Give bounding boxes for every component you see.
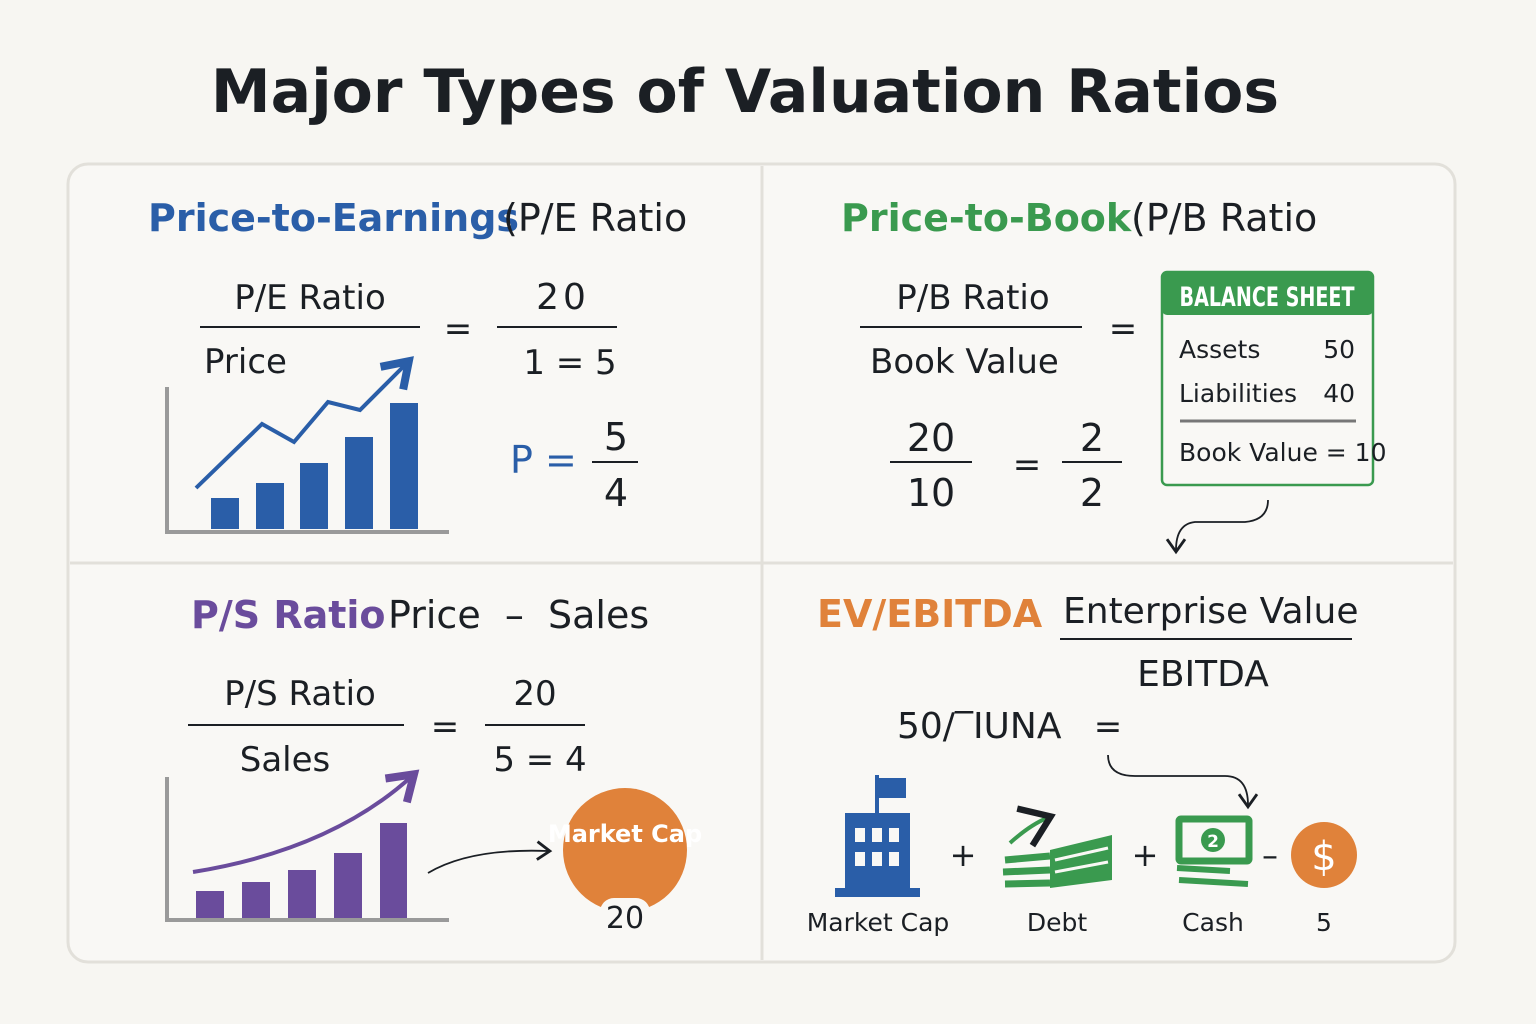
dollar-coin-icon: $ xyxy=(1291,822,1357,888)
equals-sign: = xyxy=(1094,707,1123,747)
liabilities-value: 40 xyxy=(1323,379,1355,408)
cash-label: Cash xyxy=(1182,908,1244,937)
pe-fraction-bottom: Price xyxy=(204,342,287,382)
market-cap-label: Market Cap xyxy=(548,820,702,848)
five-label: 5 xyxy=(1316,908,1332,937)
ps-subheading: Price – Sales xyxy=(388,593,649,637)
ev-fraction-bottom: EBITDA xyxy=(1137,654,1269,695)
pb-ex2-bottom: 2 xyxy=(1080,471,1104,515)
equals-sign: = xyxy=(1109,309,1138,349)
cash-badge: 2 xyxy=(1207,832,1219,852)
balance-sheet-card: BALANCE SHEET Assets 50 Liabilities 40 B… xyxy=(1160,270,1386,487)
pb-fraction-bottom: Book Value xyxy=(870,342,1059,382)
assets-value: 50 xyxy=(1323,335,1355,364)
market-cap-value: 20 xyxy=(606,901,644,936)
ps-fraction-bottom: Sales xyxy=(240,740,331,780)
pe-fraction-top: P/E Ratio xyxy=(234,278,386,318)
ps-section: P/S Ratio Price – Sales P/S Ratio Sales … xyxy=(165,593,702,936)
pb-fraction-top: P/B Ratio xyxy=(896,278,1049,318)
bar-chart-rising-curve-icon xyxy=(165,769,449,922)
ps-fraction-top: P/S Ratio xyxy=(224,674,376,714)
pb-ex2-top: 2 xyxy=(1080,416,1104,460)
balance-sheet-header: BALANCE SHEET xyxy=(1180,282,1355,313)
pe-rhs-top: 20 xyxy=(536,277,590,318)
pe-section: Price-to-Earnings (P/E Ratio P/E Ratio P… xyxy=(148,196,687,534)
pe-p-top: 5 xyxy=(604,415,628,459)
ev-heading: EV/EBITDA xyxy=(817,592,1043,636)
ev-fraction-top: Enterprise Value xyxy=(1063,591,1359,632)
ps-rhs-bottom: 5 = 4 xyxy=(493,740,586,780)
market-cap-circle xyxy=(563,788,687,912)
pb-heading: Price-to-Book xyxy=(841,196,1132,240)
debt-label: Debt xyxy=(1027,908,1088,937)
page-title: Major Types of Valuation Ratios xyxy=(211,57,1279,127)
plus-operator: + xyxy=(1132,836,1159,874)
pe-p-bottom: 4 xyxy=(604,471,628,515)
minus-operator: – xyxy=(1262,836,1278,874)
pb-section: Price-to-Book (P/B Ratio P/B Ratio Book … xyxy=(841,196,1386,555)
pe-p-label: P = xyxy=(510,438,577,482)
cash-icon: 2 xyxy=(1175,815,1253,887)
pb-ex-top: 20 xyxy=(907,416,955,460)
plus-operator: + xyxy=(950,836,977,874)
pe-subheading: (P/E Ratio xyxy=(503,196,687,240)
assets-label: Assets xyxy=(1179,335,1260,364)
book-value-total: Book Value = 10 xyxy=(1179,438,1386,467)
arrow-icon xyxy=(427,840,553,874)
pb-ex-bottom: 10 xyxy=(907,471,955,515)
ev-expression: 50/‾IUNA xyxy=(897,706,1062,747)
building-icon xyxy=(835,775,920,897)
pe-heading: Price-to-Earnings xyxy=(148,196,519,240)
arrow-icon xyxy=(1165,499,1269,555)
money-stack-icon xyxy=(1002,805,1112,888)
equals-sign: = xyxy=(431,707,460,747)
arrow-icon xyxy=(1107,754,1259,810)
market-cap-component-label: Market Cap xyxy=(807,908,950,937)
ps-heading: P/S Ratio xyxy=(191,593,386,637)
liabilities-label: Liabilities xyxy=(1179,379,1297,408)
pb-subheading: (P/B Ratio xyxy=(1131,196,1317,240)
bar-chart-rising-line-icon xyxy=(165,356,449,534)
equals-sign: = xyxy=(1013,445,1042,485)
pe-rhs-bottom: 1 = 5 xyxy=(523,343,616,383)
ps-rhs-top: 20 xyxy=(513,674,556,714)
ev-section: EV/EBITDA Enterprise Value EBITDA 50/‾IU… xyxy=(807,591,1359,937)
dollar-symbol: $ xyxy=(1311,834,1336,880)
equals-sign: = xyxy=(444,309,473,349)
